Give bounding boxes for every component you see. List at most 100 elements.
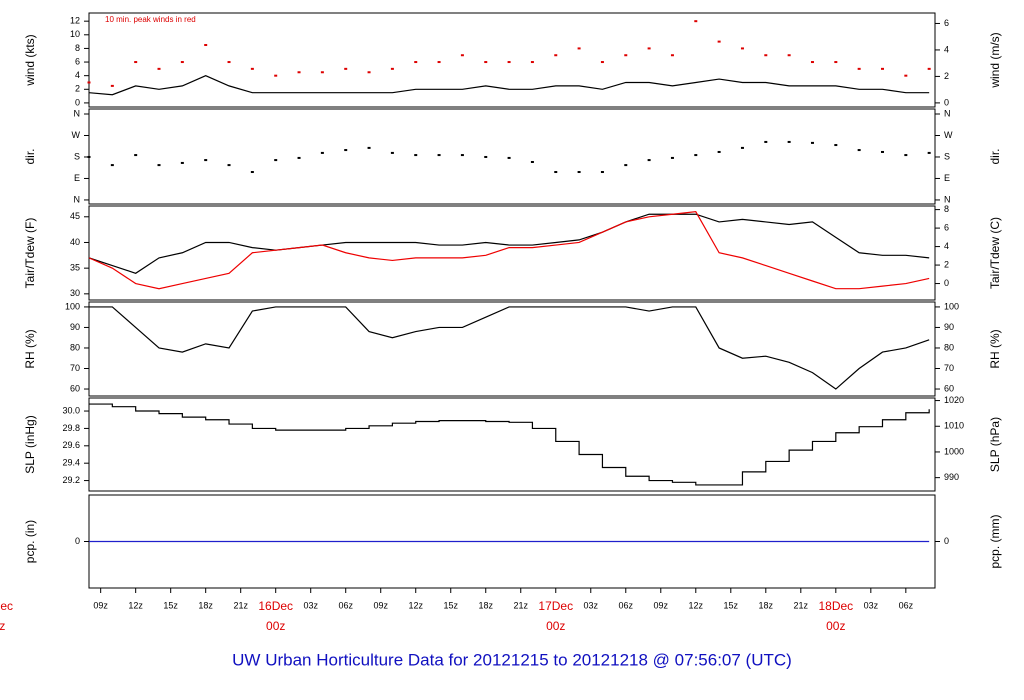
x-tick-label: 00z — [826, 619, 845, 633]
data-point — [764, 54, 768, 57]
data-point — [624, 164, 628, 167]
panel-frame — [88, 397, 936, 492]
panel-frame — [88, 205, 936, 301]
panel-frame — [88, 108, 936, 205]
data-point — [717, 40, 721, 43]
data-point — [927, 151, 931, 154]
data-point — [647, 159, 651, 162]
y2-axis-label: Tair/Tdew (C) — [988, 217, 1002, 289]
data-point — [227, 164, 231, 167]
data-point — [764, 140, 768, 143]
x-tick-label: 18z — [759, 600, 774, 610]
data-point — [857, 67, 861, 70]
data-point — [857, 149, 861, 152]
y2-tick-label: 1010 — [944, 421, 964, 431]
data-point — [810, 141, 814, 144]
y2-tick-label: 100 — [944, 301, 959, 311]
x-tick-label: 15z — [163, 600, 178, 610]
y-tick-label: 30 — [70, 288, 80, 298]
y2-tick-label: N — [944, 108, 951, 118]
data-point — [507, 156, 511, 159]
y-tick-label: 8 — [75, 43, 80, 53]
data-line — [89, 306, 930, 390]
x-tick-label: 21z — [513, 600, 528, 610]
data-point — [367, 146, 371, 149]
y2-tick-label: S — [944, 151, 950, 161]
data-line — [88, 75, 930, 96]
y-tick-label: 29.2 — [62, 475, 80, 485]
data-point — [250, 67, 254, 70]
data-point — [670, 156, 674, 159]
x-tick-label: 06z — [899, 600, 914, 610]
y2-tick-label: 0 — [944, 97, 949, 107]
y2-tick-label: 1020 — [944, 395, 964, 405]
y-tick-label: 35 — [70, 263, 80, 273]
data-point — [600, 171, 604, 174]
x-tick-label: 12z — [408, 600, 423, 610]
annotation: 10 min. peak winds in red — [105, 15, 196, 24]
y-tick-label: 40 — [70, 237, 80, 247]
x-tick-label: 00z — [0, 619, 5, 633]
data-point — [554, 54, 558, 57]
y-tick-label: 2 — [75, 84, 80, 94]
data-point — [787, 140, 791, 143]
y2-tick-label: 1000 — [944, 446, 964, 456]
y2-tick-label: 8 — [944, 204, 949, 214]
y-tick-label: 29.8 — [62, 423, 80, 433]
data-point — [414, 61, 418, 64]
data-point — [577, 171, 581, 174]
data-point — [810, 61, 814, 64]
x-tick-label: 12z — [128, 600, 143, 610]
data-point — [390, 151, 394, 154]
y-tick-label: W — [72, 130, 81, 140]
y-tick-label: 30.0 — [62, 405, 80, 415]
data-line — [88, 213, 930, 274]
y-tick-label: 0 — [75, 97, 80, 107]
y2-tick-label: 2 — [944, 259, 949, 269]
data-point — [600, 61, 604, 64]
data-point — [437, 154, 441, 157]
y-tick-label: 4 — [75, 70, 80, 80]
x-tick-label: 03z — [584, 600, 599, 610]
y-tick-label: 70 — [70, 363, 80, 373]
x-tick-label: 00z — [546, 619, 565, 633]
y-tick-label: 12 — [70, 16, 80, 26]
y2-axis-label: RH (%) — [988, 329, 1002, 368]
y-axis-label: pcp. (in) — [23, 520, 37, 563]
data-point — [484, 155, 488, 158]
y2-tick-label: 70 — [944, 363, 954, 373]
y2-tick-label: 0 — [944, 536, 949, 546]
y-tick-label: 6 — [75, 56, 80, 66]
data-point — [624, 54, 628, 57]
data-point — [344, 149, 348, 152]
data-point — [157, 67, 161, 70]
data-point — [927, 67, 931, 70]
data-point — [204, 44, 208, 47]
y-tick-label: 0 — [75, 536, 80, 546]
x-tick-label: 03z — [864, 600, 879, 610]
data-point — [204, 159, 208, 162]
data-point — [87, 155, 91, 158]
y2-axis-label: SLP (hPa) — [988, 417, 1002, 472]
y-tick-label: N — [74, 108, 81, 118]
x-tick-label: 12z — [689, 600, 704, 610]
x-tick-label: 21z — [794, 600, 809, 610]
data-point — [367, 71, 371, 74]
data-point — [180, 161, 184, 164]
x-tick-label: 06z — [338, 600, 353, 610]
data-point — [834, 61, 838, 64]
data-point — [297, 156, 301, 159]
y2-tick-label: 6 — [944, 222, 949, 232]
data-point — [390, 67, 394, 70]
data-point — [250, 171, 254, 174]
data-point — [740, 47, 744, 50]
y-tick-label: 45 — [70, 211, 80, 221]
data-point — [787, 54, 791, 57]
data-line — [88, 211, 930, 290]
x-tick-label: 03z — [303, 600, 318, 610]
y-axis-label: wind (kts) — [23, 34, 37, 86]
data-point — [110, 164, 114, 167]
y2-tick-label: 0 — [944, 278, 949, 288]
panel-frame — [88, 301, 936, 397]
